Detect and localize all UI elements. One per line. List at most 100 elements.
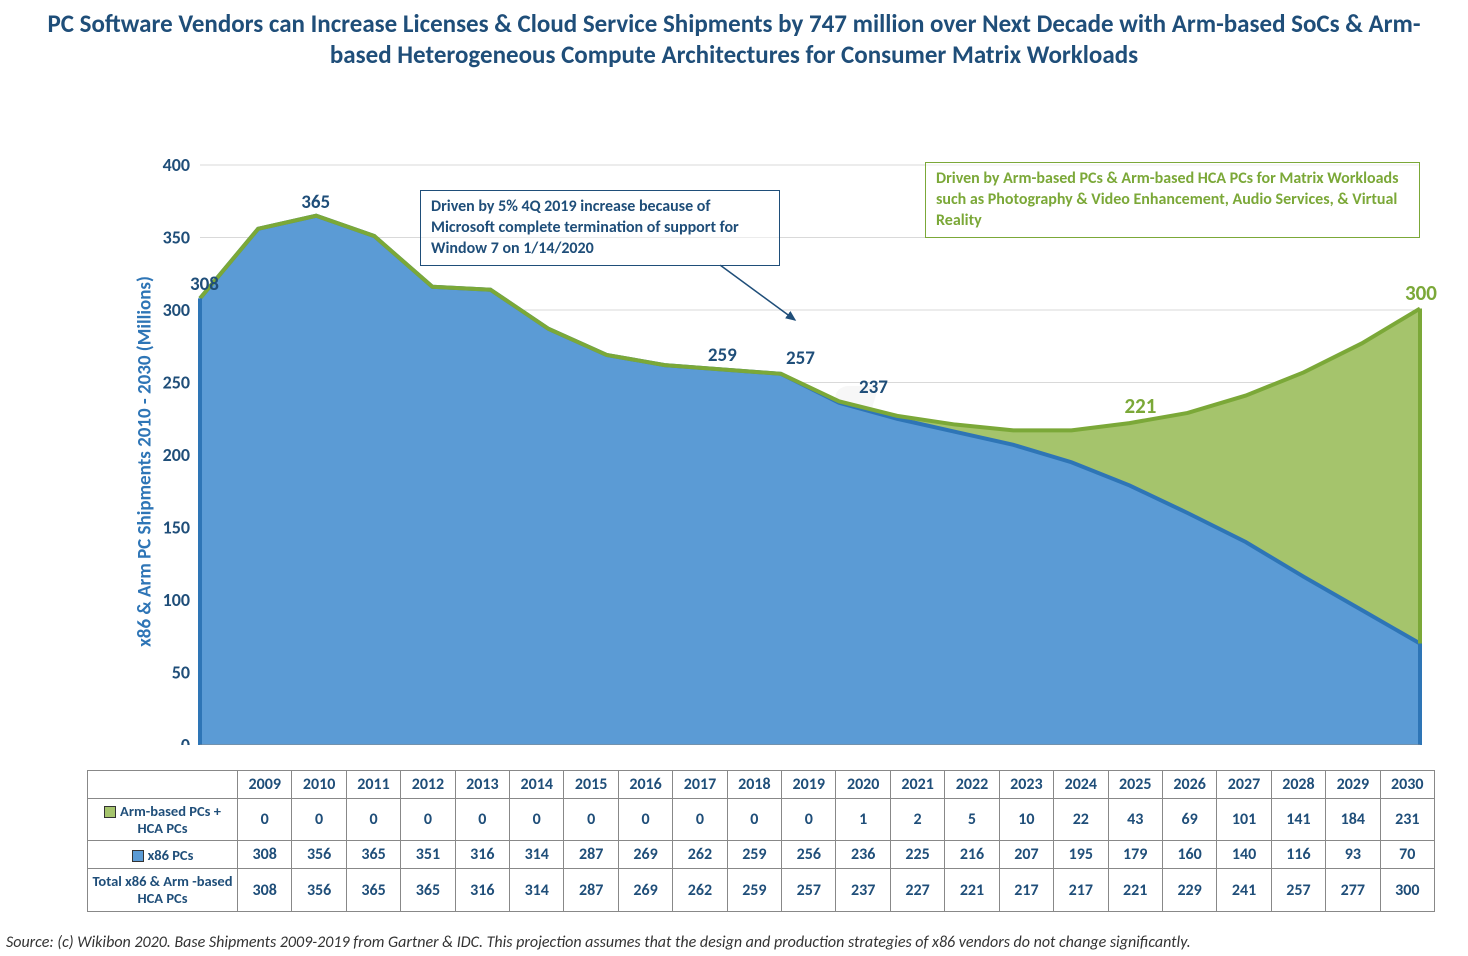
table-cell: 229 (1162, 869, 1216, 911)
table-cell: 160 (1162, 841, 1216, 869)
table-year-header: 2023 (999, 771, 1053, 799)
table-cell: 259 (727, 869, 781, 911)
table-cell: 43 (1108, 799, 1162, 841)
table-cell: 141 (1271, 799, 1325, 841)
table-cell: 101 (1217, 799, 1271, 841)
table-cell: 262 (673, 841, 727, 869)
table-cell: 287 (564, 841, 618, 869)
data-table: 2009201020112012201320142015201620172018… (87, 770, 1435, 912)
table-cell: 0 (618, 799, 672, 841)
table-cell: 221 (1108, 869, 1162, 911)
table-cell: 207 (999, 841, 1053, 869)
y-tick-label: 150 (163, 517, 190, 539)
table-cell: 269 (618, 841, 672, 869)
table-corner (88, 771, 238, 799)
table-cell: 217 (999, 869, 1053, 911)
table-year-header: 2017 (673, 771, 727, 799)
table-cell: 356 (292, 869, 346, 911)
y-tick-label: 100 (163, 589, 190, 611)
table-cell: 184 (1326, 799, 1380, 841)
table-cell: 93 (1326, 841, 1380, 869)
table-cell: 257 (782, 869, 836, 911)
data-point-label: 237 (859, 376, 888, 399)
chart-title: PC Software Vendors can Increase License… (0, 0, 1468, 71)
table-year-header: 2020 (836, 771, 890, 799)
table-cell: 269 (618, 869, 672, 911)
table-cell: 1 (836, 799, 890, 841)
table-cell: 0 (510, 799, 564, 841)
table-year-header: 2029 (1326, 771, 1380, 799)
table-year-header: 2021 (890, 771, 944, 799)
data-point-label: 365 (301, 191, 330, 214)
table-cell: 259 (727, 841, 781, 869)
table-year-header: 2016 (618, 771, 672, 799)
table-cell: 277 (1326, 869, 1380, 911)
table-cell: 0 (401, 799, 455, 841)
table-cell: 256 (782, 841, 836, 869)
table-cell: 365 (346, 869, 400, 911)
data-point-label: 308 (190, 273, 219, 296)
data-point-label: 300 (1405, 280, 1437, 306)
table-cell: 10 (999, 799, 1053, 841)
table-cell: 0 (455, 799, 509, 841)
table-cell: 262 (673, 869, 727, 911)
table-year-header: 2028 (1271, 771, 1325, 799)
table-cell: 308 (238, 869, 292, 911)
table-cell: 300 (1380, 869, 1434, 911)
table-cell: 195 (1054, 841, 1108, 869)
table-year-header: 2018 (727, 771, 781, 799)
table-cell: 140 (1217, 841, 1271, 869)
table-cell: 0 (564, 799, 618, 841)
table-row-label: x86 PCs (88, 841, 238, 869)
table-cell: 257 (1271, 869, 1325, 911)
table-cell: 116 (1271, 841, 1325, 869)
annotation-arm-workloads: Driven by Arm-based PCs & Arm-based HCA … (925, 162, 1420, 238)
data-point-label: 221 (1125, 393, 1157, 419)
table-cell: 351 (401, 841, 455, 869)
y-tick-label: 0 (181, 734, 190, 745)
chart-area: 050100150200250300350400 (140, 155, 1430, 745)
table-cell: 236 (836, 841, 890, 869)
table-cell: 225 (890, 841, 944, 869)
table-cell: 70 (1380, 841, 1434, 869)
data-point-label: 259 (708, 344, 737, 367)
table-cell: 365 (346, 841, 400, 869)
table-cell: 5 (945, 799, 999, 841)
table-cell: 179 (1108, 841, 1162, 869)
table-cell: 0 (292, 799, 346, 841)
table-year-header: 2024 (1054, 771, 1108, 799)
table-cell: 69 (1162, 799, 1216, 841)
table-cell: 216 (945, 841, 999, 869)
table-year-header: 2014 (510, 771, 564, 799)
table-year-header: 2013 (455, 771, 509, 799)
table-cell: 0 (782, 799, 836, 841)
table-cell: 314 (510, 869, 564, 911)
table-year-header: 2019 (782, 771, 836, 799)
table-cell: 231 (1380, 799, 1434, 841)
source-citation: Source: (c) Wikibon 2020. Base Shipments… (6, 933, 1191, 952)
table-cell: 0 (238, 799, 292, 841)
table-cell: 0 (673, 799, 727, 841)
table-cell: 237 (836, 869, 890, 911)
table-year-header: 2015 (564, 771, 618, 799)
table-year-header: 2026 (1162, 771, 1216, 799)
table-year-header: 2030 (1380, 771, 1434, 799)
table-cell: 241 (1217, 869, 1271, 911)
table-cell: 308 (238, 841, 292, 869)
table-year-header: 2022 (945, 771, 999, 799)
y-tick-label: 50 (172, 662, 190, 684)
y-tick-label: 200 (163, 444, 190, 466)
y-tick-label: 400 (163, 155, 190, 176)
table-year-header: 2011 (346, 771, 400, 799)
table-row-label: Arm-based PCs + HCA PCs (88, 799, 238, 841)
table-cell: 0 (727, 799, 781, 841)
table-cell: 2 (890, 799, 944, 841)
annotation-windows7: Driven by 5% 4Q 2019 increase because of… (420, 190, 780, 266)
area-chart-svg: 050100150200250300350400 (140, 155, 1430, 745)
data-point-label: 257 (786, 347, 815, 370)
y-tick-label: 350 (163, 227, 190, 249)
table-cell: 356 (292, 841, 346, 869)
table-cell: 314 (510, 841, 564, 869)
table-cell: 22 (1054, 799, 1108, 841)
table-cell: 227 (890, 869, 944, 911)
